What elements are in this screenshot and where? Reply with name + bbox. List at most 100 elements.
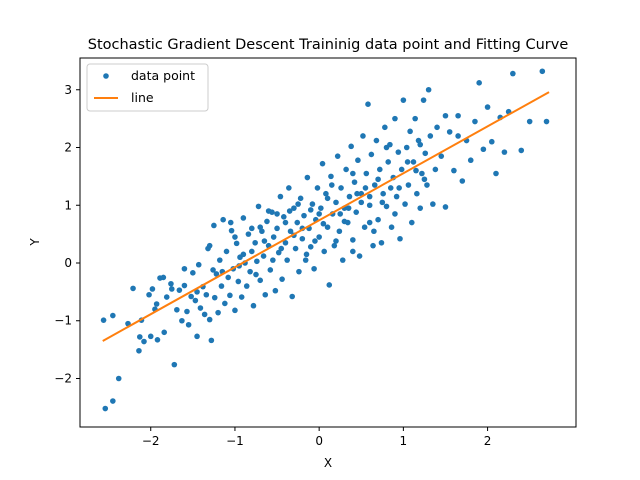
x-tick-label: 2 — [484, 434, 492, 448]
data-point — [194, 333, 200, 340]
data-point — [208, 337, 215, 344]
data-point — [351, 179, 358, 185]
data-point — [250, 302, 257, 309]
data-point — [222, 300, 228, 307]
data-point — [424, 182, 430, 188]
data-point — [324, 195, 331, 202]
data-point — [328, 173, 334, 180]
data-point — [302, 257, 309, 263]
data-point — [366, 202, 373, 209]
data-point — [286, 208, 293, 214]
data-point — [430, 201, 436, 207]
data-point — [370, 242, 376, 249]
data-point — [267, 267, 274, 273]
data-point — [179, 317, 185, 324]
x-axis-label: X — [324, 456, 332, 470]
data-point — [438, 153, 445, 159]
data-point — [243, 283, 250, 289]
data-point — [371, 182, 378, 188]
data-point — [110, 398, 116, 404]
data-point — [294, 219, 301, 226]
data-point — [360, 133, 366, 139]
data-point — [366, 219, 373, 226]
data-point — [526, 118, 533, 125]
data-point — [141, 338, 147, 345]
data-point — [284, 257, 290, 263]
data-point — [316, 234, 322, 240]
data-point — [413, 167, 419, 174]
data-point — [136, 347, 142, 354]
chart-title: Stochastic Gradient Descent Traininig da… — [88, 37, 569, 53]
data-point — [396, 185, 402, 191]
data-point — [206, 242, 213, 249]
data-point — [353, 209, 360, 215]
data-point — [393, 193, 400, 200]
y-tick-label: 3 — [64, 83, 72, 97]
data-point — [238, 294, 245, 300]
data-point — [272, 287, 279, 294]
legend-marker-data-point — [103, 73, 109, 79]
data-point — [171, 361, 178, 368]
data-point — [316, 211, 322, 217]
data-point — [307, 207, 314, 213]
data-point — [510, 70, 516, 77]
data-point — [472, 118, 478, 125]
data-point — [345, 205, 352, 211]
data-point — [484, 104, 491, 110]
data-point — [323, 190, 329, 197]
data-point — [194, 289, 200, 295]
data-point — [282, 239, 289, 246]
data-point — [378, 239, 385, 246]
data-point — [358, 199, 365, 206]
data-point — [274, 225, 280, 232]
data-point — [147, 333, 154, 340]
data-point — [356, 253, 363, 259]
data-point — [355, 157, 361, 164]
data-point — [168, 286, 175, 292]
data-point — [363, 170, 370, 177]
data-point — [434, 124, 440, 131]
data-point — [296, 268, 302, 275]
legend-box — [86, 63, 209, 112]
data-point — [392, 115, 398, 122]
legend: data point line — [86, 63, 209, 112]
data-point — [400, 97, 407, 103]
data-point — [341, 218, 348, 225]
data-point — [216, 257, 223, 263]
data-point — [274, 211, 280, 217]
data-point — [350, 248, 356, 255]
data-point — [385, 159, 392, 165]
data-point — [467, 157, 474, 164]
data-point — [245, 231, 252, 237]
data-point — [286, 185, 292, 191]
data-point — [270, 234, 277, 240]
data-point — [455, 112, 461, 119]
data-point — [160, 274, 167, 281]
data-point — [203, 291, 210, 298]
data-point — [373, 137, 380, 144]
data-point — [348, 143, 354, 150]
data-point — [223, 248, 230, 255]
data-point — [277, 193, 284, 200]
data-point — [392, 211, 398, 217]
data-point — [154, 337, 161, 343]
data-point — [265, 208, 272, 214]
data-point — [387, 185, 394, 191]
data-point — [233, 240, 240, 247]
data-point — [455, 133, 461, 139]
data-point — [181, 265, 188, 272]
data-point — [227, 292, 233, 299]
data-point — [417, 141, 424, 148]
data-point — [279, 276, 285, 282]
data-point — [270, 257, 276, 263]
data-point — [280, 214, 287, 220]
data-point — [227, 219, 234, 226]
data-point — [324, 224, 331, 230]
x-tick-label: 0 — [315, 434, 323, 448]
data-point — [295, 201, 301, 207]
data-point — [255, 203, 262, 210]
data-point — [366, 193, 373, 200]
data-point — [211, 294, 218, 301]
data-point — [201, 311, 208, 318]
